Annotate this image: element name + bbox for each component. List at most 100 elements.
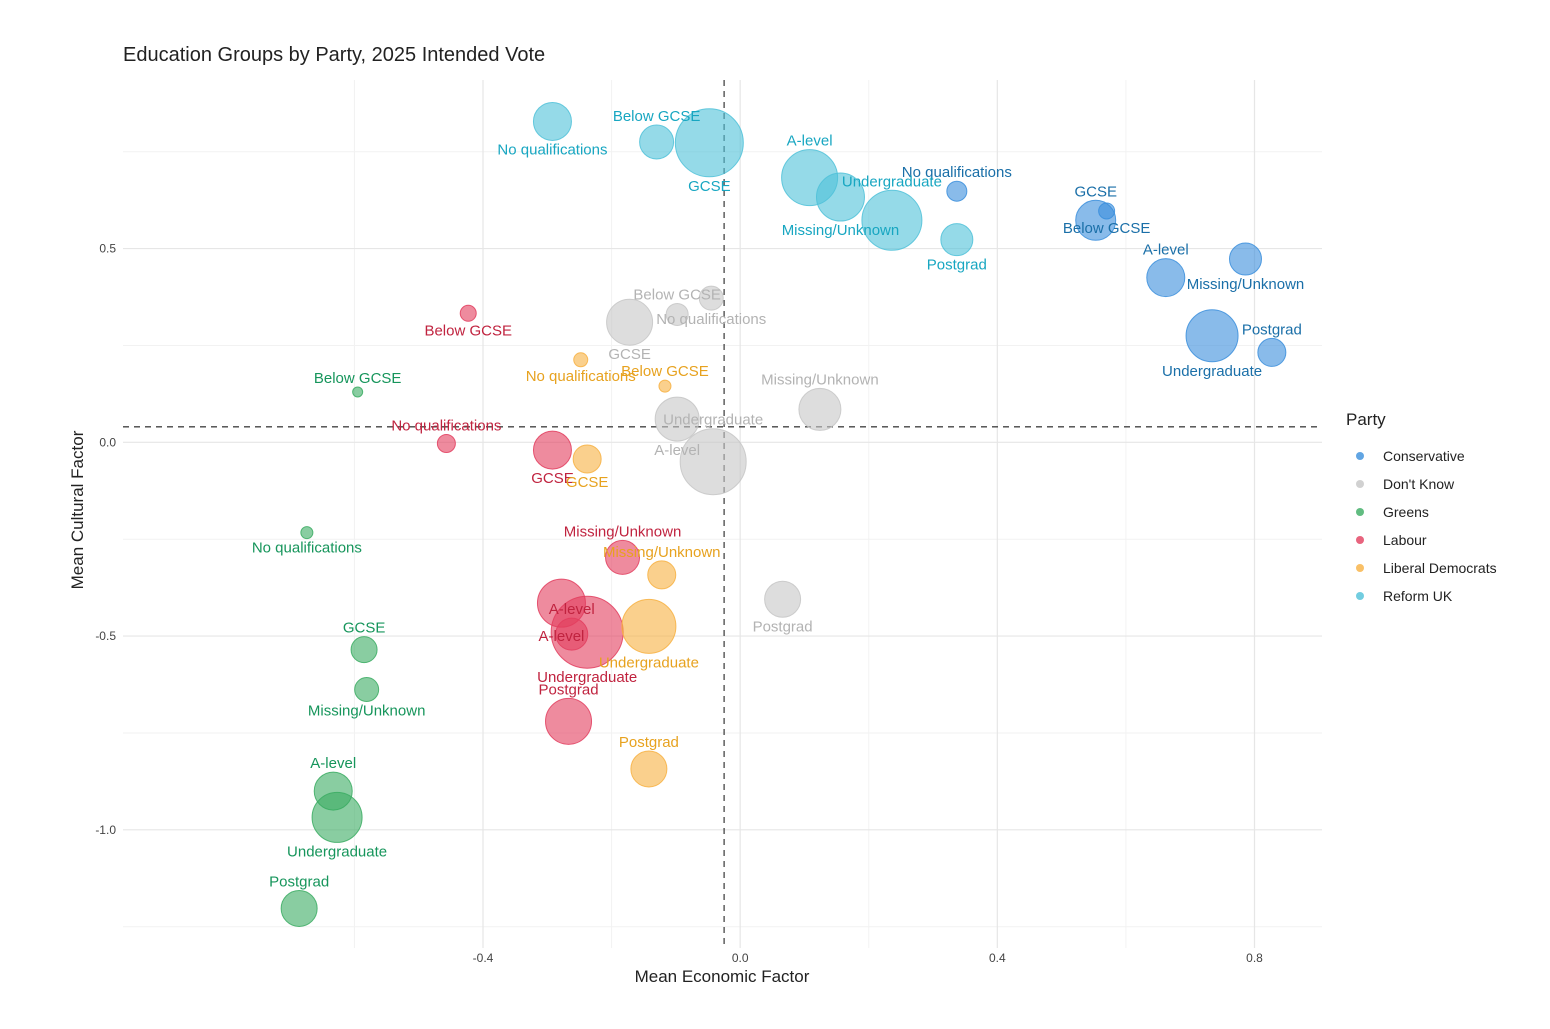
data-point bbox=[658, 379, 672, 393]
data-point bbox=[555, 617, 589, 651]
point-label: No qualifications bbox=[656, 311, 766, 328]
data-point bbox=[1098, 202, 1116, 220]
data-point bbox=[1185, 309, 1239, 363]
y-tick-label: 0.0 bbox=[99, 435, 116, 449]
point-label: Postgrad bbox=[539, 681, 599, 698]
data-point bbox=[698, 285, 724, 311]
point-label: Below GCSE bbox=[314, 370, 402, 387]
x-tick-label: 0.8 bbox=[1246, 951, 1263, 965]
point-label: A-level bbox=[549, 601, 595, 618]
point-label: No qualifications bbox=[526, 368, 636, 385]
legend-item: Don't Know bbox=[1346, 470, 1497, 498]
point-label: Undergraduate bbox=[537, 669, 637, 686]
point-label: A-level bbox=[539, 628, 585, 645]
point-label: A-level bbox=[310, 755, 356, 772]
point-label: Undergraduate bbox=[842, 173, 942, 190]
point-label: Postgrad bbox=[619, 734, 679, 751]
x-tick-label: -0.4 bbox=[473, 951, 494, 965]
point-label: Below GCSE bbox=[621, 363, 709, 380]
point-label: Below GCSE bbox=[613, 108, 701, 125]
point-label: No qualifications bbox=[902, 164, 1012, 181]
data-point bbox=[639, 124, 675, 160]
legend-items: Conservative Don't Know Greens Labour Libera… bbox=[1346, 442, 1497, 610]
chart-title: Education Groups by Party, 2025 Intended… bbox=[123, 44, 545, 66]
data-point bbox=[313, 771, 353, 811]
x-tick-label: 0.0 bbox=[732, 951, 749, 965]
data-point bbox=[630, 750, 668, 788]
y-tick-label: -0.5 bbox=[95, 629, 116, 643]
data-point bbox=[280, 889, 318, 927]
point-label: Postgrad bbox=[1242, 321, 1302, 338]
point-label: Missing/Unknown bbox=[782, 222, 900, 239]
legend-item: Greens bbox=[1346, 498, 1497, 526]
legend-title: Party bbox=[1346, 410, 1386, 429]
data-point bbox=[350, 636, 378, 664]
legend-label: Greens bbox=[1383, 504, 1429, 520]
data-points bbox=[280, 101, 1287, 927]
legend-item: Reform UK bbox=[1346, 582, 1497, 610]
data-point bbox=[572, 444, 602, 474]
legend-dot-icon bbox=[1356, 592, 1364, 600]
data-point bbox=[532, 101, 572, 141]
point-label: Missing/Unknown bbox=[761, 371, 879, 388]
data-point bbox=[764, 580, 802, 618]
data-point bbox=[798, 387, 842, 431]
data-point bbox=[647, 560, 677, 590]
data-point bbox=[815, 172, 865, 222]
data-point bbox=[545, 697, 593, 745]
data-point bbox=[1228, 242, 1262, 276]
legend-label: Labour bbox=[1383, 532, 1427, 548]
point-label: Missing/Unknown bbox=[1187, 276, 1305, 293]
point-label: Missing/Unknown bbox=[603, 544, 721, 561]
data-point bbox=[459, 304, 477, 322]
legend-item: Conservative bbox=[1346, 442, 1497, 470]
data-point bbox=[606, 298, 654, 346]
data-point bbox=[532, 430, 572, 470]
point-label: Undergraduate bbox=[663, 412, 763, 429]
point-label: GCSE bbox=[531, 470, 574, 487]
x-tick-label: 0.4 bbox=[989, 951, 1006, 965]
data-point bbox=[1257, 337, 1287, 367]
point-label: No qualifications bbox=[497, 141, 607, 158]
legend-dot-icon bbox=[1356, 564, 1364, 572]
point-label: A-level bbox=[787, 133, 833, 150]
major-gridlines bbox=[123, 80, 1322, 948]
data-point bbox=[679, 428, 747, 496]
legend-label: Conservative bbox=[1383, 448, 1465, 464]
point-label: Undergraduate bbox=[287, 843, 387, 860]
legend-dot-icon bbox=[1356, 480, 1364, 488]
point-label: Missing/Unknown bbox=[308, 703, 426, 720]
point-label: GCSE bbox=[566, 474, 609, 491]
point-label: GCSE bbox=[688, 178, 731, 195]
point-label: A-level bbox=[654, 442, 700, 459]
data-point bbox=[674, 108, 744, 178]
axis-ticks: -0.4 0.0 0.4 0.8 -1.0 -0.5 0.0 0.5 bbox=[95, 242, 1263, 965]
point-label: Missing/Unknown bbox=[564, 523, 682, 540]
data-point bbox=[1146, 258, 1186, 298]
minor-gridlines bbox=[123, 80, 1322, 948]
legend-dot-icon bbox=[1356, 452, 1364, 460]
point-label: Postgrad bbox=[927, 257, 987, 274]
data-point bbox=[946, 180, 968, 202]
legend-dot-icon bbox=[1356, 508, 1364, 516]
data-point bbox=[352, 386, 364, 398]
legend-item: Labour bbox=[1346, 526, 1497, 554]
data-point bbox=[354, 677, 380, 703]
data-point bbox=[940, 223, 974, 257]
data-point bbox=[436, 433, 456, 453]
legend-label: Liberal Democrats bbox=[1383, 560, 1497, 576]
point-label: No qualifications bbox=[252, 540, 362, 557]
legend-dot-icon bbox=[1356, 536, 1364, 544]
data-point bbox=[573, 352, 589, 368]
point-label: Undergraduate bbox=[599, 654, 699, 671]
data-point bbox=[654, 396, 700, 442]
legend-label: Reform UK bbox=[1383, 588, 1453, 604]
y-tick-label: 0.5 bbox=[99, 242, 116, 256]
point-label: No qualifications bbox=[391, 417, 501, 434]
point-label: GCSE bbox=[1074, 183, 1117, 200]
y-axis-label: Mean Cultural Factor bbox=[68, 430, 87, 589]
data-point bbox=[605, 539, 641, 575]
point-label: Undergraduate bbox=[1162, 363, 1262, 380]
